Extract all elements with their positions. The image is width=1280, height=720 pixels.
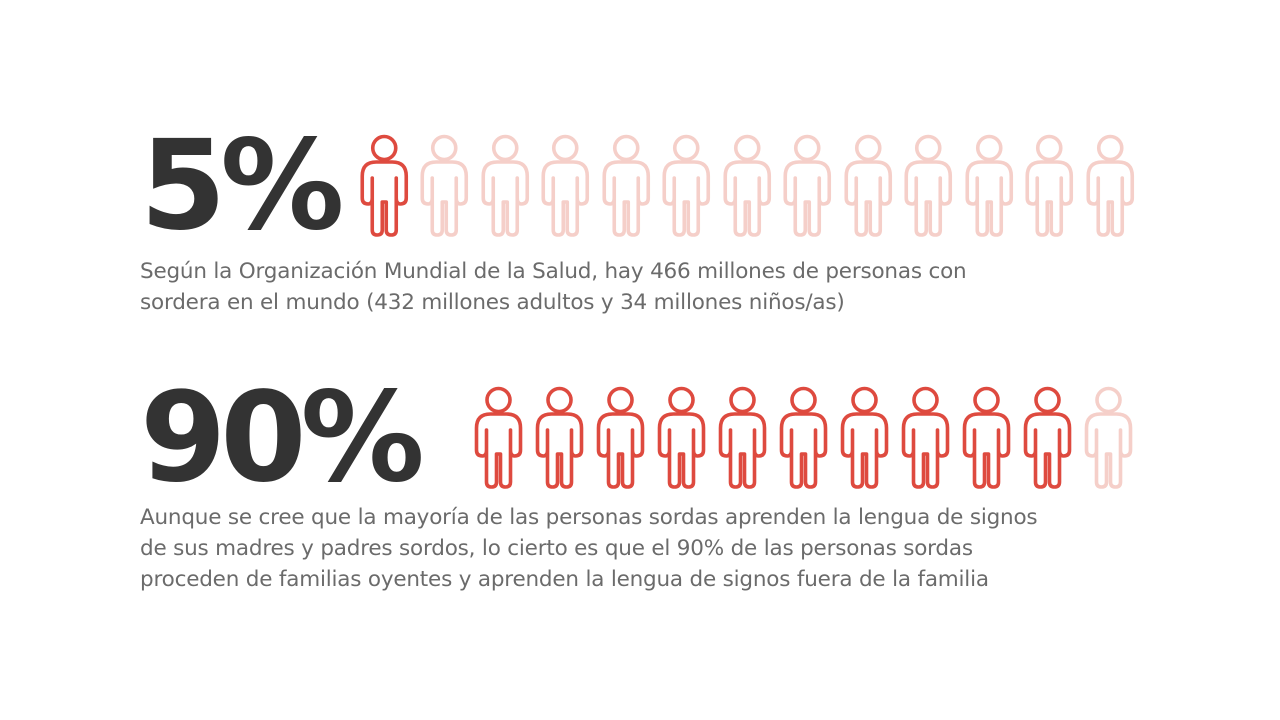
person-highlighted-icon: [956, 386, 1017, 490]
stat-row: 90%: [140, 370, 1140, 500]
person-muted-icon: [414, 134, 475, 238]
stat-row: 5%: [140, 118, 1141, 248]
person-highlighted-icon: [712, 386, 773, 490]
person-muted-icon: [838, 134, 899, 238]
person-muted-icon: [777, 134, 838, 238]
person-muted-icon: [1078, 386, 1139, 490]
person-highlighted-icon: [1017, 386, 1078, 490]
stat-percentage: 90%: [140, 366, 425, 510]
person-muted-icon: [1019, 134, 1080, 238]
person-highlighted-icon: [895, 386, 956, 490]
people-pictogram: [468, 382, 1139, 490]
person-muted-icon: [535, 134, 596, 238]
person-highlighted-icon: [590, 386, 651, 490]
person-muted-icon: [898, 134, 959, 238]
stat-block-hearing-families: 90% Aunque se cree que la mayoría de las…: [140, 370, 1140, 595]
person-highlighted-icon: [529, 386, 590, 490]
person-muted-icon: [1080, 134, 1141, 238]
person-highlighted-icon: [354, 134, 415, 238]
person-highlighted-icon: [468, 386, 529, 490]
person-highlighted-icon: [651, 386, 712, 490]
person-muted-icon: [596, 134, 657, 238]
caption-line: proceden de familias oyentes y aprenden …: [140, 567, 989, 592]
person-muted-icon: [656, 134, 717, 238]
person-highlighted-icon: [834, 386, 895, 490]
person-muted-icon: [959, 134, 1020, 238]
caption-line: sordera en el mundo (432 millones adulto…: [140, 290, 845, 315]
stat-percentage: 5%: [140, 114, 345, 258]
stat-caption: Según la Organización Mundial de la Salu…: [140, 256, 1140, 318]
caption-line: de sus madres y padres sordos, lo cierto…: [140, 536, 973, 561]
stat-caption: Aunque se cree que la mayoría de las per…: [140, 502, 1140, 595]
person-muted-icon: [717, 134, 778, 238]
caption-line: Aunque se cree que la mayoría de las per…: [140, 505, 1038, 530]
caption-line: Según la Organización Mundial de la Salu…: [140, 259, 967, 284]
person-muted-icon: [475, 134, 536, 238]
person-highlighted-icon: [773, 386, 834, 490]
stat-block-hearing-loss-worldwide: 5% Según la Organización Mundial de la S…: [140, 118, 1140, 318]
people-pictogram: [354, 130, 1141, 238]
